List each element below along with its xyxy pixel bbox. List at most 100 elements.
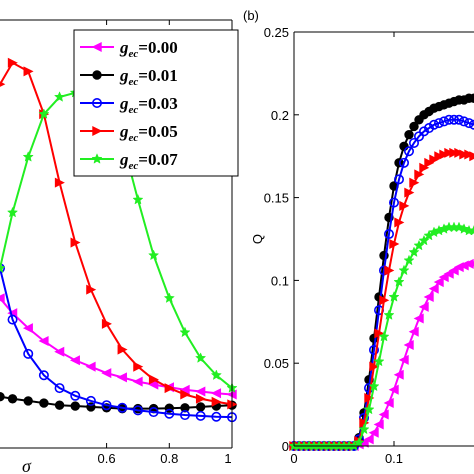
- series-line-a-2: [0, 268, 233, 419]
- data-point-b: [408, 246, 420, 257]
- data-point-a: [164, 408, 175, 419]
- data-point-a: [23, 396, 33, 406]
- data-point-b: [373, 355, 385, 367]
- y-tick-label-b: 0.15: [264, 191, 289, 206]
- data-point-b: [443, 268, 454, 279]
- data-point-b: [393, 276, 405, 287]
- data-point-b: [403, 339, 414, 350]
- legend-entry-4: gec=0.07: [80, 150, 178, 172]
- data-point-a: [180, 403, 190, 413]
- data-point-a: [54, 383, 65, 394]
- panel-label-b: (b): [243, 8, 259, 23]
- y-axis-label-b: Q: [250, 234, 265, 244]
- data-point-a: [22, 323, 33, 334]
- data-point-b: [379, 295, 390, 306]
- legend-marker: [92, 125, 103, 137]
- data-point-a: [195, 352, 207, 363]
- y-tick-label-b: 0: [282, 439, 289, 454]
- data-point-a: [7, 314, 18, 325]
- data-point-a: [6, 206, 19, 218]
- data-point-b: [358, 423, 370, 435]
- legend-entry-0: gec=0.00: [80, 38, 178, 60]
- data-point-b: [469, 93, 474, 103]
- data-point-b: [423, 291, 434, 302]
- data-point-b: [438, 116, 449, 127]
- data-point-b: [383, 397, 394, 408]
- data-point-a: [70, 237, 81, 248]
- data-point-a: [54, 400, 65, 410]
- data-point-b: [398, 157, 409, 168]
- data-point-a: [70, 401, 80, 411]
- data-point-a: [211, 396, 222, 407]
- data-point-b: [373, 419, 384, 430]
- x-tick-label-a: 1: [224, 451, 231, 466]
- legend-label-value: =0.07: [138, 150, 178, 169]
- legend-label: gec=0.07: [119, 150, 178, 172]
- data-point-a: [38, 370, 49, 381]
- legend-label-subscript: ec: [129, 76, 139, 88]
- data-point-b: [393, 369, 404, 380]
- data-point-b: [448, 114, 459, 125]
- data-point-a: [23, 348, 34, 359]
- data-point-b: [368, 380, 380, 392]
- legend-label-value: =0.01: [138, 66, 177, 85]
- legend-marker: [91, 153, 103, 164]
- data-point-b: [453, 114, 464, 125]
- data-point-b: [468, 261, 474, 267]
- legend-entry-2: gec=0.03: [80, 94, 178, 116]
- data-point-a: [85, 361, 96, 372]
- data-point-a: [211, 388, 222, 399]
- data-point-a: [195, 410, 206, 421]
- data-point-b: [408, 326, 419, 337]
- data-point-b: [399, 141, 409, 151]
- data-point-b: [363, 434, 374, 445]
- y-tick-label-b: 0.1: [271, 273, 289, 288]
- data-point-b: [448, 265, 459, 276]
- data-point-b: [383, 229, 394, 240]
- data-point-b: [444, 147, 455, 158]
- legend-entry-3: gec=0.05: [80, 122, 178, 144]
- data-point-b: [393, 174, 404, 185]
- data-point-a: [101, 368, 112, 379]
- data-point-a: [85, 395, 96, 406]
- data-point-b: [419, 162, 430, 173]
- data-point-a: [0, 262, 6, 273]
- legend-label-value: =0.03: [138, 94, 177, 113]
- data-point-b: [368, 427, 379, 438]
- data-point-b: [434, 151, 445, 162]
- data-point-b: [384, 265, 395, 276]
- legend-label-subscript: ec: [129, 104, 139, 116]
- data-point-a: [7, 57, 18, 68]
- x-tick-label-a: 0.6: [98, 451, 116, 466]
- data-point-b: [408, 137, 419, 148]
- legend-label-subscript: ec: [129, 132, 139, 144]
- legend-label-symbol: g: [119, 66, 129, 85]
- data-point-a: [195, 402, 206, 412]
- data-point-b: [449, 147, 460, 158]
- data-point-a: [148, 407, 159, 418]
- data-point-b: [369, 361, 380, 372]
- data-point-b: [378, 330, 390, 342]
- legend-marker: [92, 98, 103, 109]
- legend-label: gec=0.01: [119, 66, 178, 88]
- data-point-b: [389, 238, 400, 249]
- data-point-b: [368, 344, 379, 355]
- data-point-a: [0, 263, 5, 274]
- series-line-a-0: [0, 297, 233, 396]
- data-point-b: [428, 119, 439, 130]
- data-point-a: [22, 151, 34, 162]
- legend-label: gec=0.03: [119, 94, 178, 116]
- data-point-a: [211, 411, 222, 422]
- legend-label: gec=0.00: [119, 38, 178, 60]
- data-point-b: [413, 131, 424, 142]
- y-tick-label-b: 0.25: [264, 25, 289, 40]
- plot-area-b: [294, 32, 474, 446]
- legend-marker: [92, 70, 102, 80]
- data-point-b: [404, 187, 415, 198]
- data-point-a: [101, 400, 112, 411]
- data-point-b: [388, 384, 399, 395]
- data-point-b: [433, 118, 444, 129]
- data-point-b: [394, 217, 405, 228]
- legend-label-subscript: ec: [129, 160, 139, 172]
